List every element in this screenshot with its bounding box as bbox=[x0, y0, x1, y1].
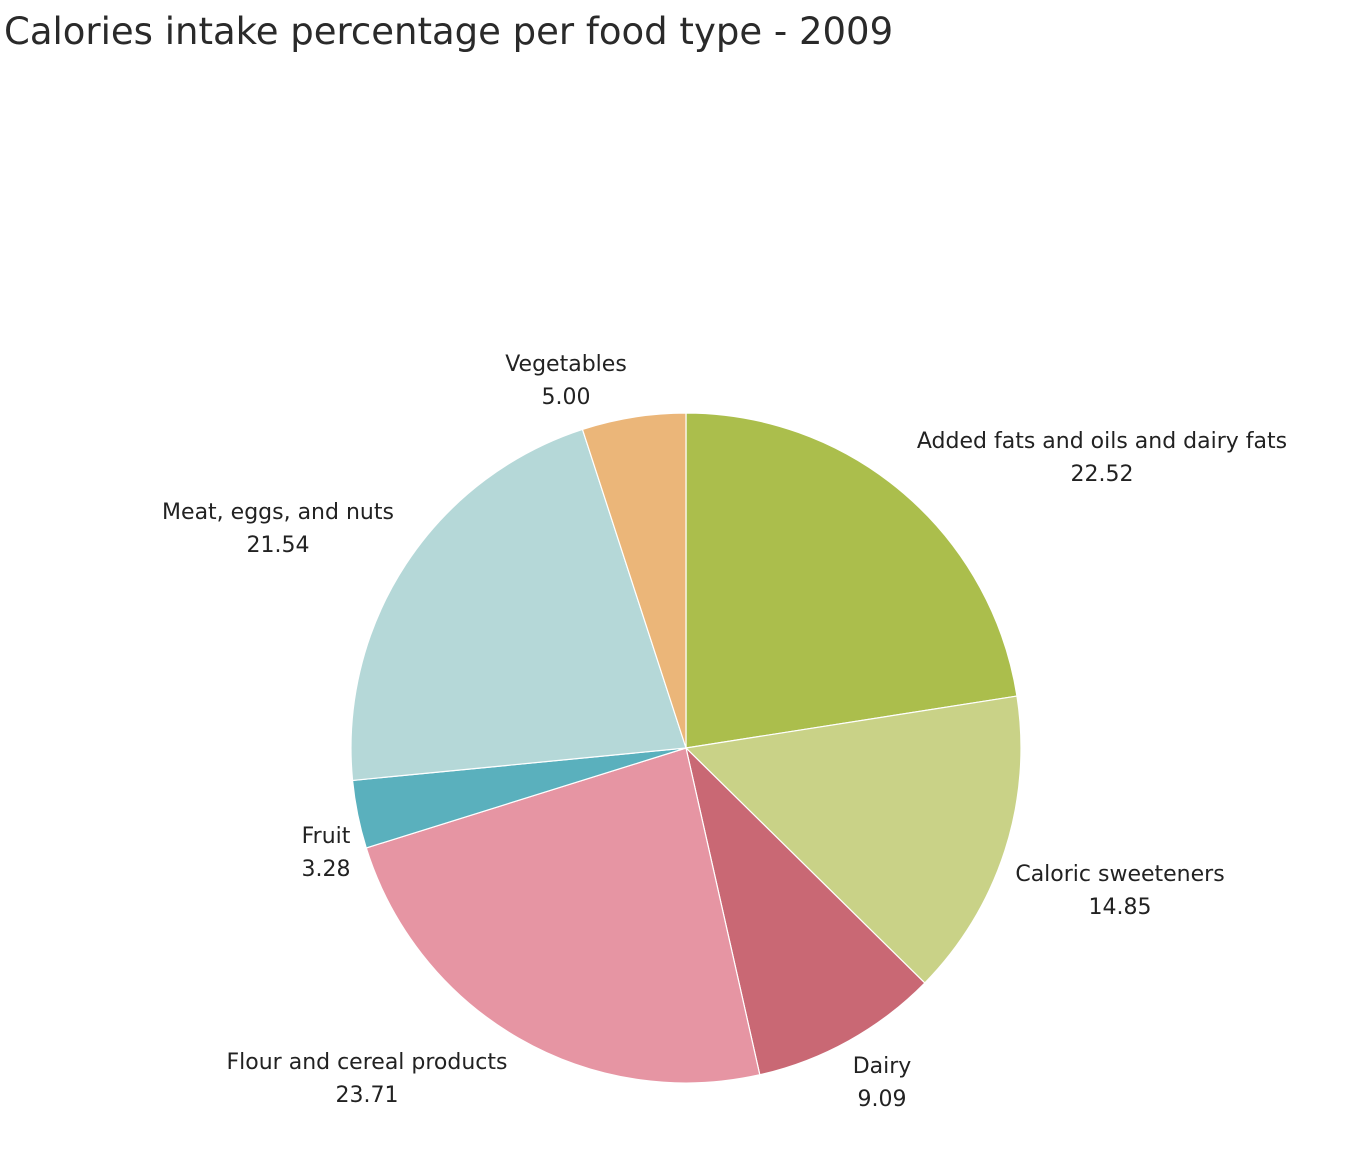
pie-slice-vegetables[interactable] bbox=[581, 412, 687, 749]
slice-label-value: 5.00 bbox=[542, 385, 591, 410]
slice-label-name: Vegetables bbox=[505, 352, 627, 377]
slice-label-value: 3.28 bbox=[302, 857, 351, 882]
slice-label-name: Fruit bbox=[302, 824, 351, 849]
pie-slice-meat-eggs-and-nuts[interactable] bbox=[350, 428, 687, 782]
slice-label-value: 9.09 bbox=[858, 1087, 907, 1112]
slice-label-value: 14.85 bbox=[1089, 895, 1152, 920]
slice-label-caloric-sweeteners: Caloric sweeteners 14.85 bbox=[1015, 862, 1224, 920]
slice-label-value: 23.71 bbox=[336, 1083, 399, 1108]
pie-slices bbox=[350, 412, 1022, 1084]
pie-slice-caloric-sweeteners[interactable] bbox=[684, 695, 1022, 984]
slice-label-fruit: Fruit 3.28 bbox=[302, 824, 351, 882]
pie-slice-dairy[interactable] bbox=[684, 746, 926, 1076]
slice-label-name: Added fats and oils and dairy fats bbox=[917, 429, 1287, 454]
slice-label-value: 22.52 bbox=[1071, 462, 1134, 487]
pie-slice-added-fats-and-oils-and-dairy-fats[interactable] bbox=[685, 412, 1018, 749]
slice-label-name: Meat, eggs, and nuts bbox=[162, 500, 394, 525]
slice-label-dairy: Dairy 9.09 bbox=[853, 1054, 912, 1112]
slice-label-name: Caloric sweeteners bbox=[1015, 862, 1224, 887]
slice-label-flour-and-cereal-products: Flour and cereal products 23.71 bbox=[227, 1050, 508, 1108]
slice-label-meat-eggs-and-nuts: Meat, eggs, and nuts 21.54 bbox=[162, 500, 394, 558]
slice-label-vegetables: Vegetables 5.00 bbox=[505, 352, 627, 410]
chart-title: Calories intake percentage per food type… bbox=[4, 10, 894, 53]
slice-label-added-fats-and-oils-and-dairy-fats: Added fats and oils and dairy fats 22.52 bbox=[917, 429, 1287, 487]
pie-labels: Added fats and oils and dairy fats 22.52 C… bbox=[162, 352, 1287, 1112]
pie-slice-flour-and-cereal-products[interactable] bbox=[365, 747, 761, 1084]
slice-label-value: 21.54 bbox=[247, 533, 310, 558]
slice-label-name: Flour and cereal products bbox=[227, 1050, 508, 1075]
slice-label-name: Dairy bbox=[853, 1054, 912, 1079]
